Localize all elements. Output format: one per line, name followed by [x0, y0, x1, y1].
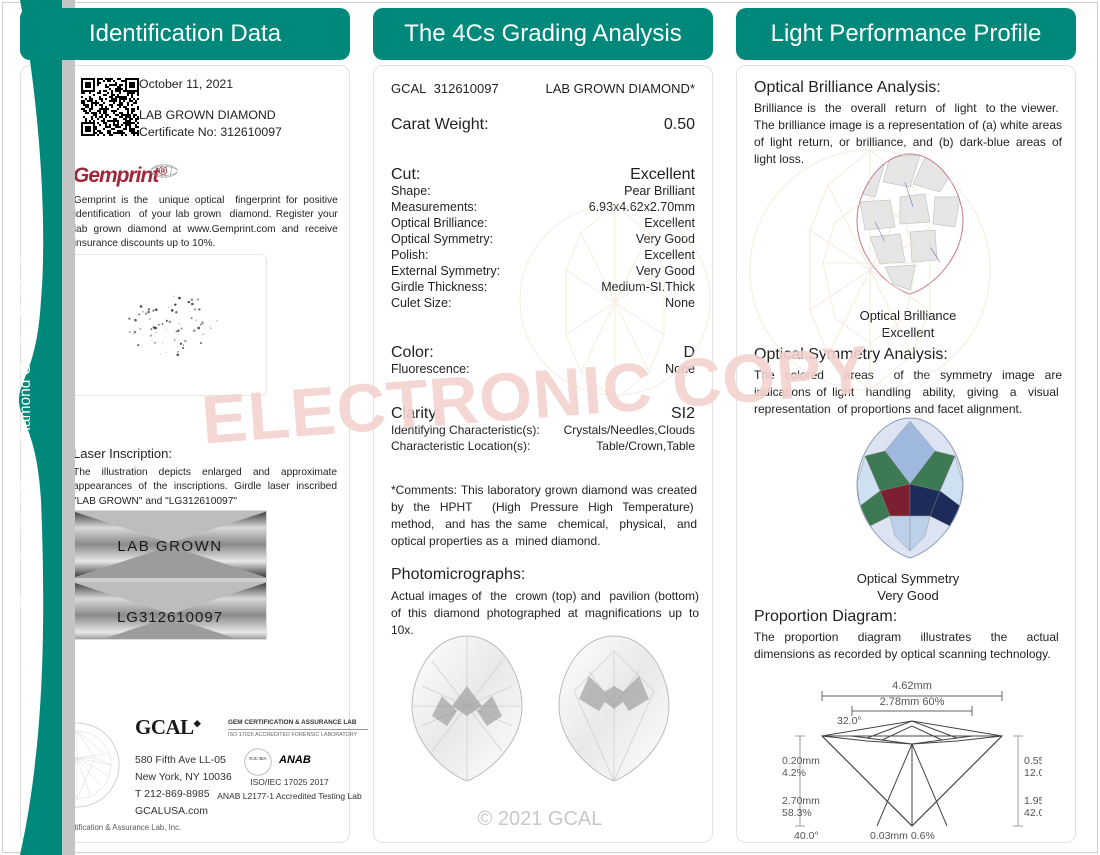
svg-text:4.62mm: 4.62mm	[892, 680, 932, 692]
svg-text:RJC-BIA: RJC-BIA	[249, 756, 266, 761]
svg-text:12.0%: 12.0%	[1024, 767, 1042, 779]
svg-text:4.2%: 4.2%	[782, 767, 806, 779]
svg-text:LG312610097: LG312610097	[117, 609, 223, 626]
svg-text:0.55mm: 0.55mm	[1024, 755, 1042, 767]
svg-text:0.03mm 0.6%: 0.03mm 0.6%	[870, 830, 935, 841]
svg-text:1.95mm: 1.95mm	[1024, 795, 1042, 807]
svg-text:2.70mm: 2.70mm	[782, 795, 820, 807]
svg-text:2.78mm 60%: 2.78mm 60%	[880, 696, 945, 708]
svg-text:0.20mm: 0.20mm	[782, 755, 820, 767]
svg-text:LAB GROWN: LAB GROWN	[117, 538, 222, 555]
svg-text:40.0°: 40.0°	[794, 830, 819, 841]
svg-text:58.3%: 58.3%	[782, 807, 812, 819]
svg-text:42.0%: 42.0%	[1024, 807, 1042, 819]
svg-text:32.0°: 32.0°	[837, 715, 862, 727]
